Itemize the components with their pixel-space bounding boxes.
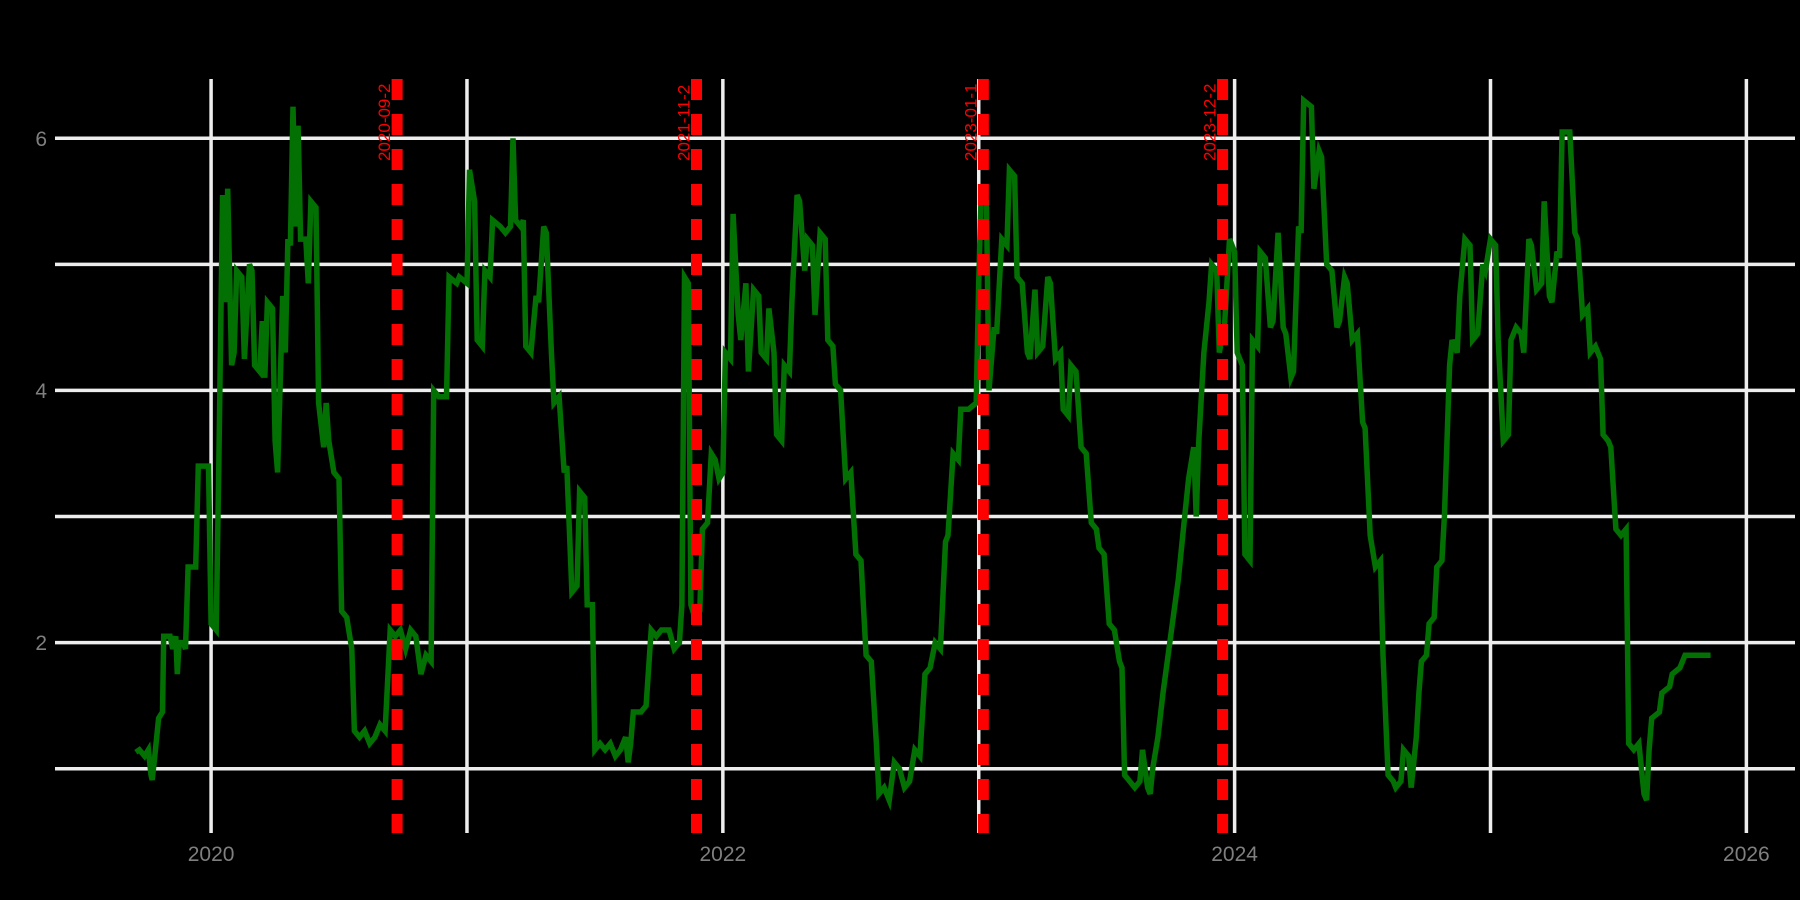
y-tick-label: 4	[35, 380, 47, 403]
x-tick-label: 2020	[188, 843, 235, 866]
y-tick-label: 2	[35, 632, 47, 655]
y-tick-label: 6	[35, 128, 47, 151]
event-line-label: 2021-11-2	[674, 85, 693, 161]
event-line-label: 2023-01-1	[961, 83, 980, 161]
x-tick-label: 2022	[699, 843, 746, 866]
event-line-label: 2020-09-2	[375, 83, 394, 161]
series-line-daily-value	[134, 94, 1711, 811]
x-tick-label: 2024	[1211, 843, 1258, 866]
x-tick-label: 2026	[1723, 843, 1770, 866]
event-line-label: 2023-12-2	[1201, 83, 1220, 161]
